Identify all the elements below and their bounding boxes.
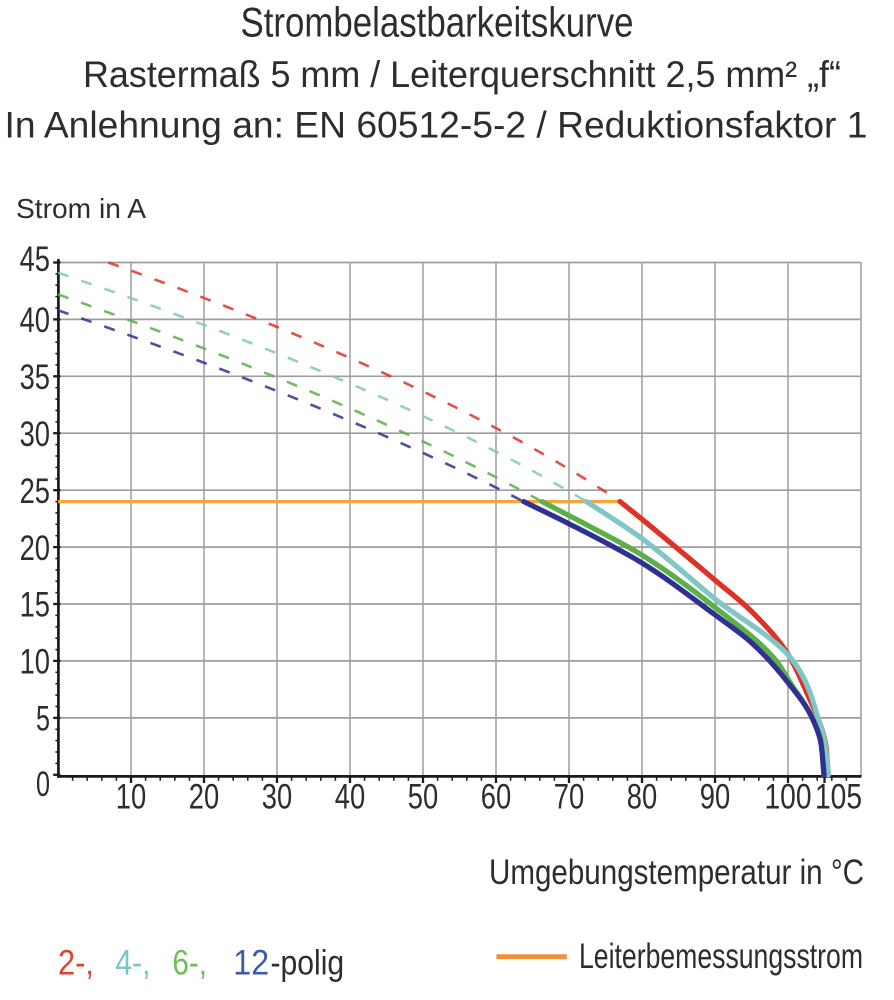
svg-text:Strombelastbarkeitskurve: Strombelastbarkeitskurve xyxy=(241,0,634,45)
svg-text:Strom in A: Strom in A xyxy=(16,193,147,224)
svg-text:0: 0 xyxy=(36,765,50,804)
svg-text:40: 40 xyxy=(20,301,50,340)
svg-text:90: 90 xyxy=(700,778,730,817)
svg-text:105: 105 xyxy=(815,778,862,817)
svg-text:70: 70 xyxy=(554,778,584,817)
svg-text:50: 50 xyxy=(408,778,438,817)
svg-text:Umgebungstemperatur in °C: Umgebungstemperatur in °C xyxy=(489,853,864,892)
svg-text:100: 100 xyxy=(765,778,812,817)
svg-text:2-,4-,6-,12-polig: 2-, 4-, 6-, 12-polig xyxy=(58,944,344,983)
svg-text:20: 20 xyxy=(20,529,50,568)
svg-text:10: 10 xyxy=(116,778,146,817)
svg-text:Rastermaß 5 mm / Leiterquersch: Rastermaß 5 mm / Leiterquerschnitt 2,5 m… xyxy=(83,54,841,95)
svg-text:Leiterbemessungsstrom: Leiterbemessungsstrom xyxy=(579,937,863,976)
svg-text:35: 35 xyxy=(20,358,50,397)
svg-text:60: 60 xyxy=(481,778,511,817)
svg-text:5: 5 xyxy=(36,700,50,739)
svg-text:15: 15 xyxy=(20,586,50,625)
svg-text:10: 10 xyxy=(20,643,50,682)
svg-text:In Anlehnung an: EN 60512-5-2: In Anlehnung an: EN 60512-5-2 / Reduktio… xyxy=(5,104,868,145)
svg-text:40: 40 xyxy=(335,778,365,817)
svg-text:25: 25 xyxy=(20,472,50,511)
svg-text:30: 30 xyxy=(20,415,50,454)
svg-text:30: 30 xyxy=(262,778,292,817)
svg-text:45: 45 xyxy=(20,240,50,279)
svg-text:80: 80 xyxy=(627,778,657,817)
svg-text:20: 20 xyxy=(189,778,219,817)
